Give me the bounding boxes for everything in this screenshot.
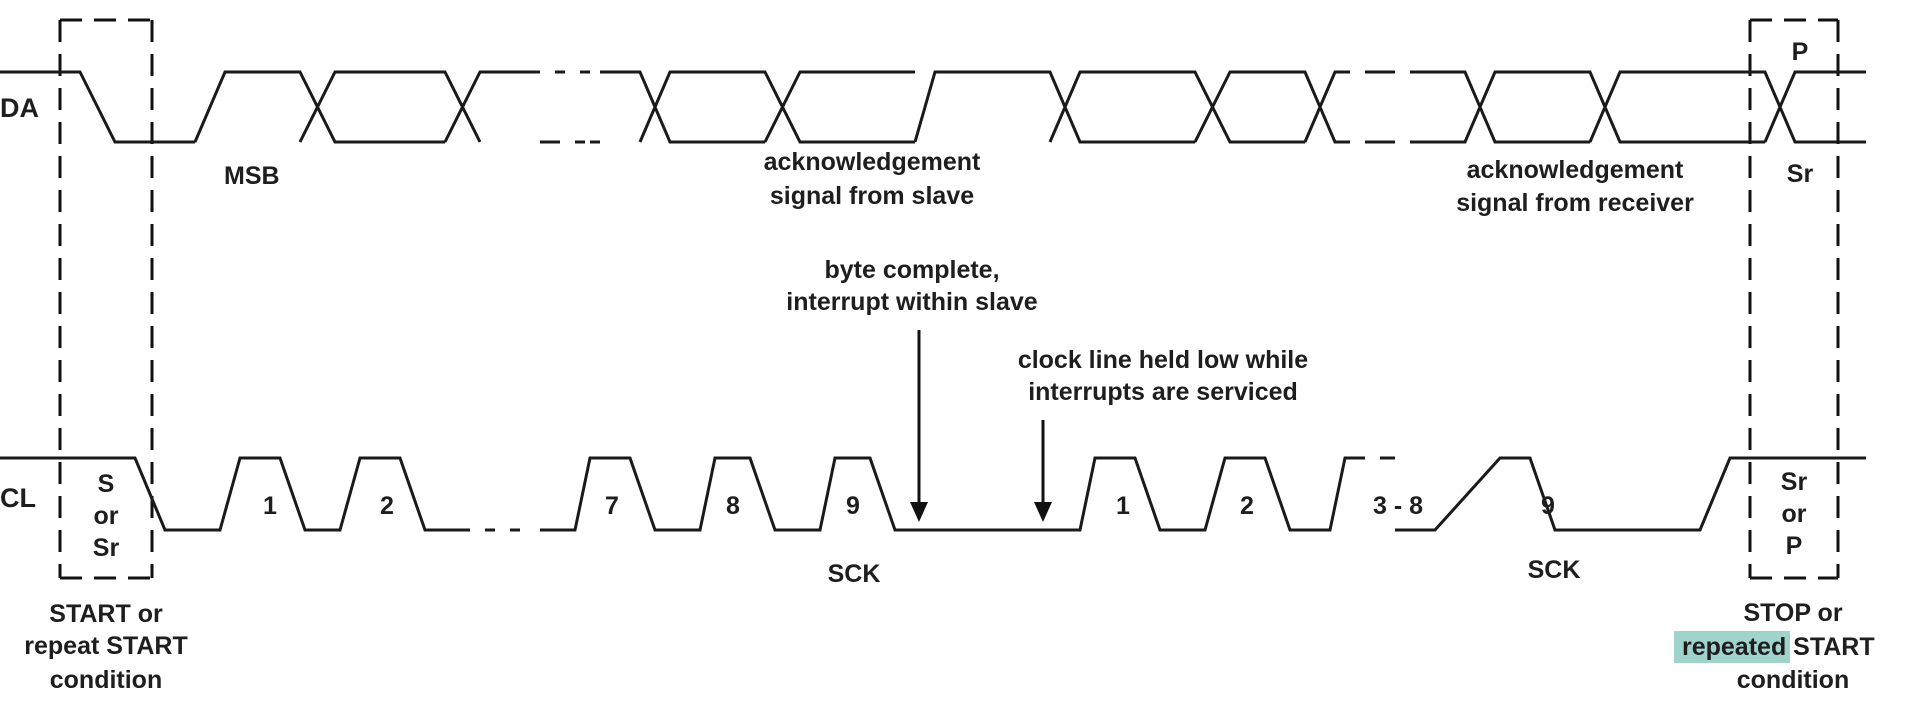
clock-pulse-label: 8 bbox=[726, 492, 740, 520]
start-caption-line-2: repeat START bbox=[24, 632, 187, 660]
ack-receiver-line-2: signal from receiver bbox=[1456, 189, 1694, 217]
sda-waveform bbox=[0, 70, 1866, 144]
clock-pulse-label: 1 bbox=[263, 492, 277, 520]
byte-complete-line-2: interrupt within slave bbox=[786, 288, 1038, 316]
stop-caption-line-3: condition bbox=[1737, 666, 1849, 694]
sck-label-2: SCK bbox=[1528, 556, 1581, 584]
stop-caption-highlight: repeated bbox=[1682, 633, 1786, 661]
ack-slave-line-1: acknowledgement bbox=[764, 148, 981, 176]
stop-condition-box bbox=[1748, 18, 1840, 580]
start-box-s: S bbox=[98, 470, 115, 498]
clock-held-arrow bbox=[1034, 420, 1052, 522]
stop-box-p: P bbox=[1786, 532, 1803, 560]
sck-label-1: SCK bbox=[828, 560, 881, 588]
msb-label: MSB bbox=[224, 162, 280, 190]
sda-upper-line bbox=[0, 70, 1866, 144]
stop-p-label: P bbox=[1792, 38, 1809, 66]
clock-pulse-label: 3 - 8 bbox=[1373, 492, 1423, 520]
stop-box-or: or bbox=[1782, 500, 1807, 528]
clock-held-line-1: clock line held low while bbox=[1018, 346, 1308, 374]
scl-waveform bbox=[0, 456, 1866, 532]
clock-pulse-label: 9 bbox=[846, 492, 860, 520]
repeated-start-sr-label: Sr bbox=[1787, 160, 1814, 188]
clock-pulse-label: 2 bbox=[380, 492, 394, 520]
sda-signal-label: DA bbox=[0, 93, 39, 123]
scl-signal-label: CL bbox=[0, 483, 36, 513]
byte-complete-arrow bbox=[910, 330, 928, 522]
stop-box-sr: Sr bbox=[1781, 468, 1808, 496]
clock-pulse-label: 2 bbox=[1240, 492, 1254, 520]
ack-slave-line-2: signal from slave bbox=[770, 182, 974, 210]
start-box-or: or bbox=[94, 502, 119, 530]
stop-caption-line-1: STOP or bbox=[1743, 599, 1842, 627]
start-caption-line-1: START or bbox=[49, 600, 163, 628]
clock-pulse-label: 9 bbox=[1541, 492, 1555, 520]
start-condition-box bbox=[58, 18, 154, 580]
repeated-highlight bbox=[1674, 631, 1790, 663]
stop-caption-rest: START bbox=[1786, 633, 1874, 661]
clock-pulse-label: 1 bbox=[1116, 492, 1130, 520]
clock-held-line-2: interrupts are serviced bbox=[1028, 378, 1298, 406]
ack-receiver-line-1: acknowledgement bbox=[1467, 156, 1684, 184]
byte-complete-line-1: byte complete, bbox=[824, 256, 999, 284]
clock-pulse-label: 7 bbox=[605, 492, 619, 520]
stop-caption-line-2: repeated START bbox=[1682, 633, 1875, 661]
start-box-sr: Sr bbox=[93, 534, 120, 562]
start-caption-line-3: condition bbox=[50, 666, 162, 694]
